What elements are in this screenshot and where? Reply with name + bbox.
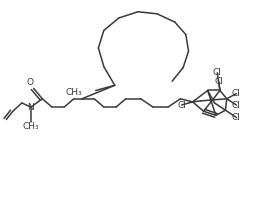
Text: Cl: Cl <box>213 68 222 77</box>
Text: CH₃: CH₃ <box>23 122 39 131</box>
Text: O: O <box>26 78 33 87</box>
Text: Cl: Cl <box>177 101 186 109</box>
Text: N: N <box>28 102 34 112</box>
Text: Cl: Cl <box>232 113 241 122</box>
Text: Cl: Cl <box>232 101 241 109</box>
Text: Cl: Cl <box>232 89 241 98</box>
Text: Cl: Cl <box>214 77 223 86</box>
Text: CH₃: CH₃ <box>66 88 83 97</box>
